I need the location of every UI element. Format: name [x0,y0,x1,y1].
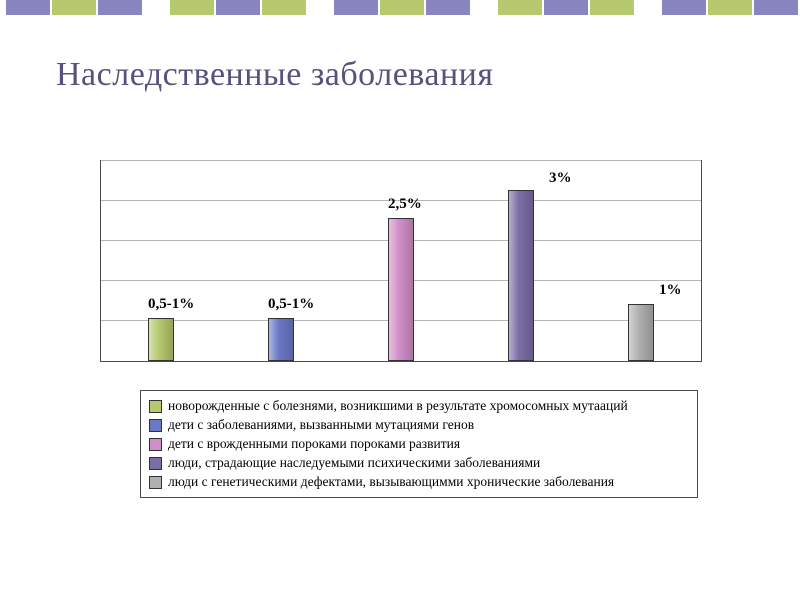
header-block [262,0,306,15]
bar [628,304,654,361]
decorative-header [0,0,800,48]
bar [148,318,174,361]
legend-text: дети с заболеваниями, вызванными мутация… [168,416,689,435]
bar-chart: 0,5-1% 0,5-1% 2,5% 3% 1% [100,160,702,362]
bar-wrap: 1% [611,161,671,361]
legend-text: люди с генетическими дефектами, вызывающ… [168,473,689,492]
legend-row: дети с врожденными пороками пороками раз… [149,435,689,454]
header-block [216,0,260,15]
page-title: Наследственные заболевания [56,56,494,94]
legend-row: новорожденные с болезнями, возникшими в … [149,397,689,416]
header-block-group [498,0,634,15]
legend-text: дети с врожденными пороками пороками раз… [168,435,689,454]
legend-swatch [149,400,162,413]
header-block [170,0,214,15]
bar-label: 1% [659,282,682,299]
legend-swatch [149,438,162,451]
header-block [662,0,706,15]
bar [508,190,534,361]
legend-swatch [149,457,162,470]
header-block [380,0,424,15]
bar-wrap: 2,5% [371,161,431,361]
bar-label: 2,5% [388,196,422,213]
legend-text: новорожденные с болезнями, возникшими в … [168,397,689,416]
bar-wrap: 0,5-1% [251,161,311,361]
header-block [498,0,542,15]
bar-wrap: 3% [491,161,551,361]
header-block-group [334,0,470,15]
header-block [544,0,588,15]
header-block-group [6,0,142,15]
chart-legend: новорожденные с болезнями, возникшими в … [140,390,698,498]
header-block [708,0,752,15]
header-block [52,0,96,15]
legend-row: дети с заболеваниями, вызванными мутация… [149,416,689,435]
header-block [426,0,470,15]
bar [388,218,414,361]
legend-text: люди, страдающие наследуемыми психически… [168,454,689,473]
chart-bars: 0,5-1% 0,5-1% 2,5% 3% 1% [101,161,701,361]
bar-label: 0,5-1% [268,296,314,313]
header-block-group [170,0,306,15]
legend-row: люди, страдающие наследуемыми психически… [149,454,689,473]
header-block [754,0,798,15]
legend-swatch [149,476,162,489]
header-block-group [662,0,798,15]
header-block [6,0,50,15]
header-block [590,0,634,15]
slide: Наследственные заболевания 0,5-1% 0,5-1% 2… [0,0,800,600]
header-block [334,0,378,15]
bar [268,318,294,361]
bar-label: 3% [549,170,572,187]
legend-row: люди с генетическими дефектами, вызывающ… [149,473,689,492]
bar-wrap: 0,5-1% [131,161,191,361]
header-block [98,0,142,15]
legend-swatch [149,419,162,432]
bar-label: 0,5-1% [148,296,194,313]
